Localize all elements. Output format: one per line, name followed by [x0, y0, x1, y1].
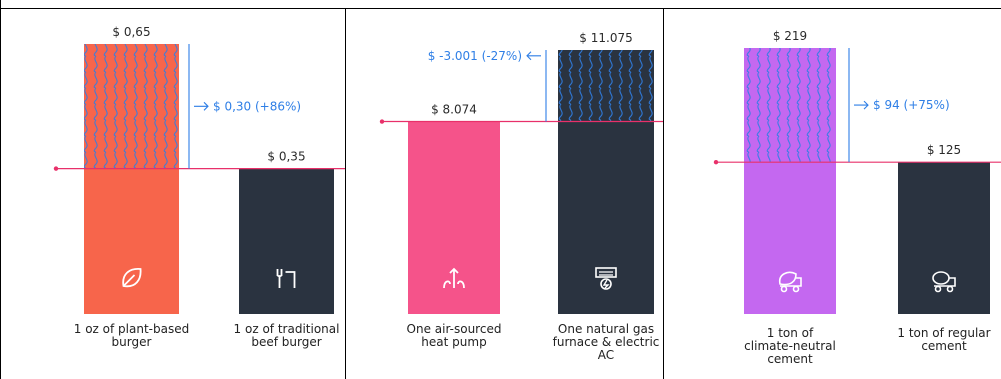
category-label-0: burger: [112, 335, 152, 349]
bolt-circle: [600, 278, 612, 290]
reference-dot: [379, 119, 385, 124]
furnace-ac-icon: [595, 267, 617, 290]
value-label-0: $ 219: [773, 29, 807, 43]
category-label-1: 1 ton of regular: [897, 326, 990, 340]
bar-premium-pattern-1: [558, 50, 654, 122]
heat-pump-shape: [443, 267, 465, 289]
leaf-shape: [122, 268, 142, 288]
delta-arrow: [854, 100, 869, 110]
delta-arrow: [526, 51, 541, 61]
bar-1: [239, 168, 334, 314]
fork-icon: [276, 269, 296, 288]
category-label-0: 1 ton of: [767, 326, 814, 340]
category-label-1: furnace & electric: [553, 335, 660, 349]
top-border: [0, 8, 1001, 9]
category-label-0: climate-neutral: [744, 339, 836, 353]
value-label-1: $ 125: [927, 143, 961, 157]
delta-label: $ -3.001 (-27%): [428, 49, 522, 63]
fork-shape: [276, 269, 296, 288]
leaf-vein: [122, 274, 136, 287]
bar-1: [898, 162, 990, 314]
delta-label: $ 94 (+75%): [873, 98, 950, 112]
delta-arrow: [194, 101, 209, 111]
truck-cab: [934, 277, 956, 287]
mixer-drum: [778, 271, 797, 286]
category-label-1: AC: [598, 348, 614, 362]
reference-dot: [713, 159, 719, 165]
truck-cab: [780, 277, 802, 287]
reference-dot: [53, 166, 59, 171]
heat-pump-icon: [443, 267, 465, 289]
chart-panel-burger: $ 0,65 1 oz of plant-based burger $ 0,35 1 o…: [0, 8, 346, 379]
value-label-0: $ 8.074: [431, 103, 477, 117]
category-label-1: 1 oz of traditional: [234, 322, 340, 336]
wheel-2: [946, 285, 954, 293]
value-label-1: $ 11.075: [579, 31, 632, 45]
chart-panel-heating: $ 8.074 One air-sourced heat pump $ 11.075 O…: [345, 8, 664, 379]
eco-cement-truck-icon: [778, 271, 802, 293]
value-label-1: $ 0,35: [267, 150, 305, 164]
category-label-0: One air-sourced: [407, 322, 502, 336]
wheel-2: [792, 285, 800, 293]
ac-vents: [599, 271, 613, 276]
wheel-1: [780, 285, 788, 293]
category-label-0: heat pump: [421, 335, 486, 349]
value-label-0: $ 0,65: [112, 25, 150, 39]
category-label-1: One natural gas: [558, 322, 654, 336]
wheel-1: [934, 285, 942, 293]
cement-truck-icon: [932, 271, 956, 293]
chart-panel-cement: $ 219 1 ton of climate-neutral cement $ 125 1…: [663, 8, 1001, 379]
category-label-1: cement: [921, 339, 967, 353]
bar-premium-pattern-0: [84, 44, 179, 169]
leaf-icon: [122, 268, 142, 288]
ac-unit: [595, 267, 617, 278]
category-label-0: cement: [767, 352, 813, 366]
category-label-1: beef burger: [251, 335, 321, 349]
bar-premium-pattern-0: [744, 48, 836, 163]
delta-label: $ 0,30 (+86%): [213, 99, 301, 113]
category-label-0: 1 oz of plant-based: [74, 322, 189, 336]
bolt: [602, 279, 610, 289]
